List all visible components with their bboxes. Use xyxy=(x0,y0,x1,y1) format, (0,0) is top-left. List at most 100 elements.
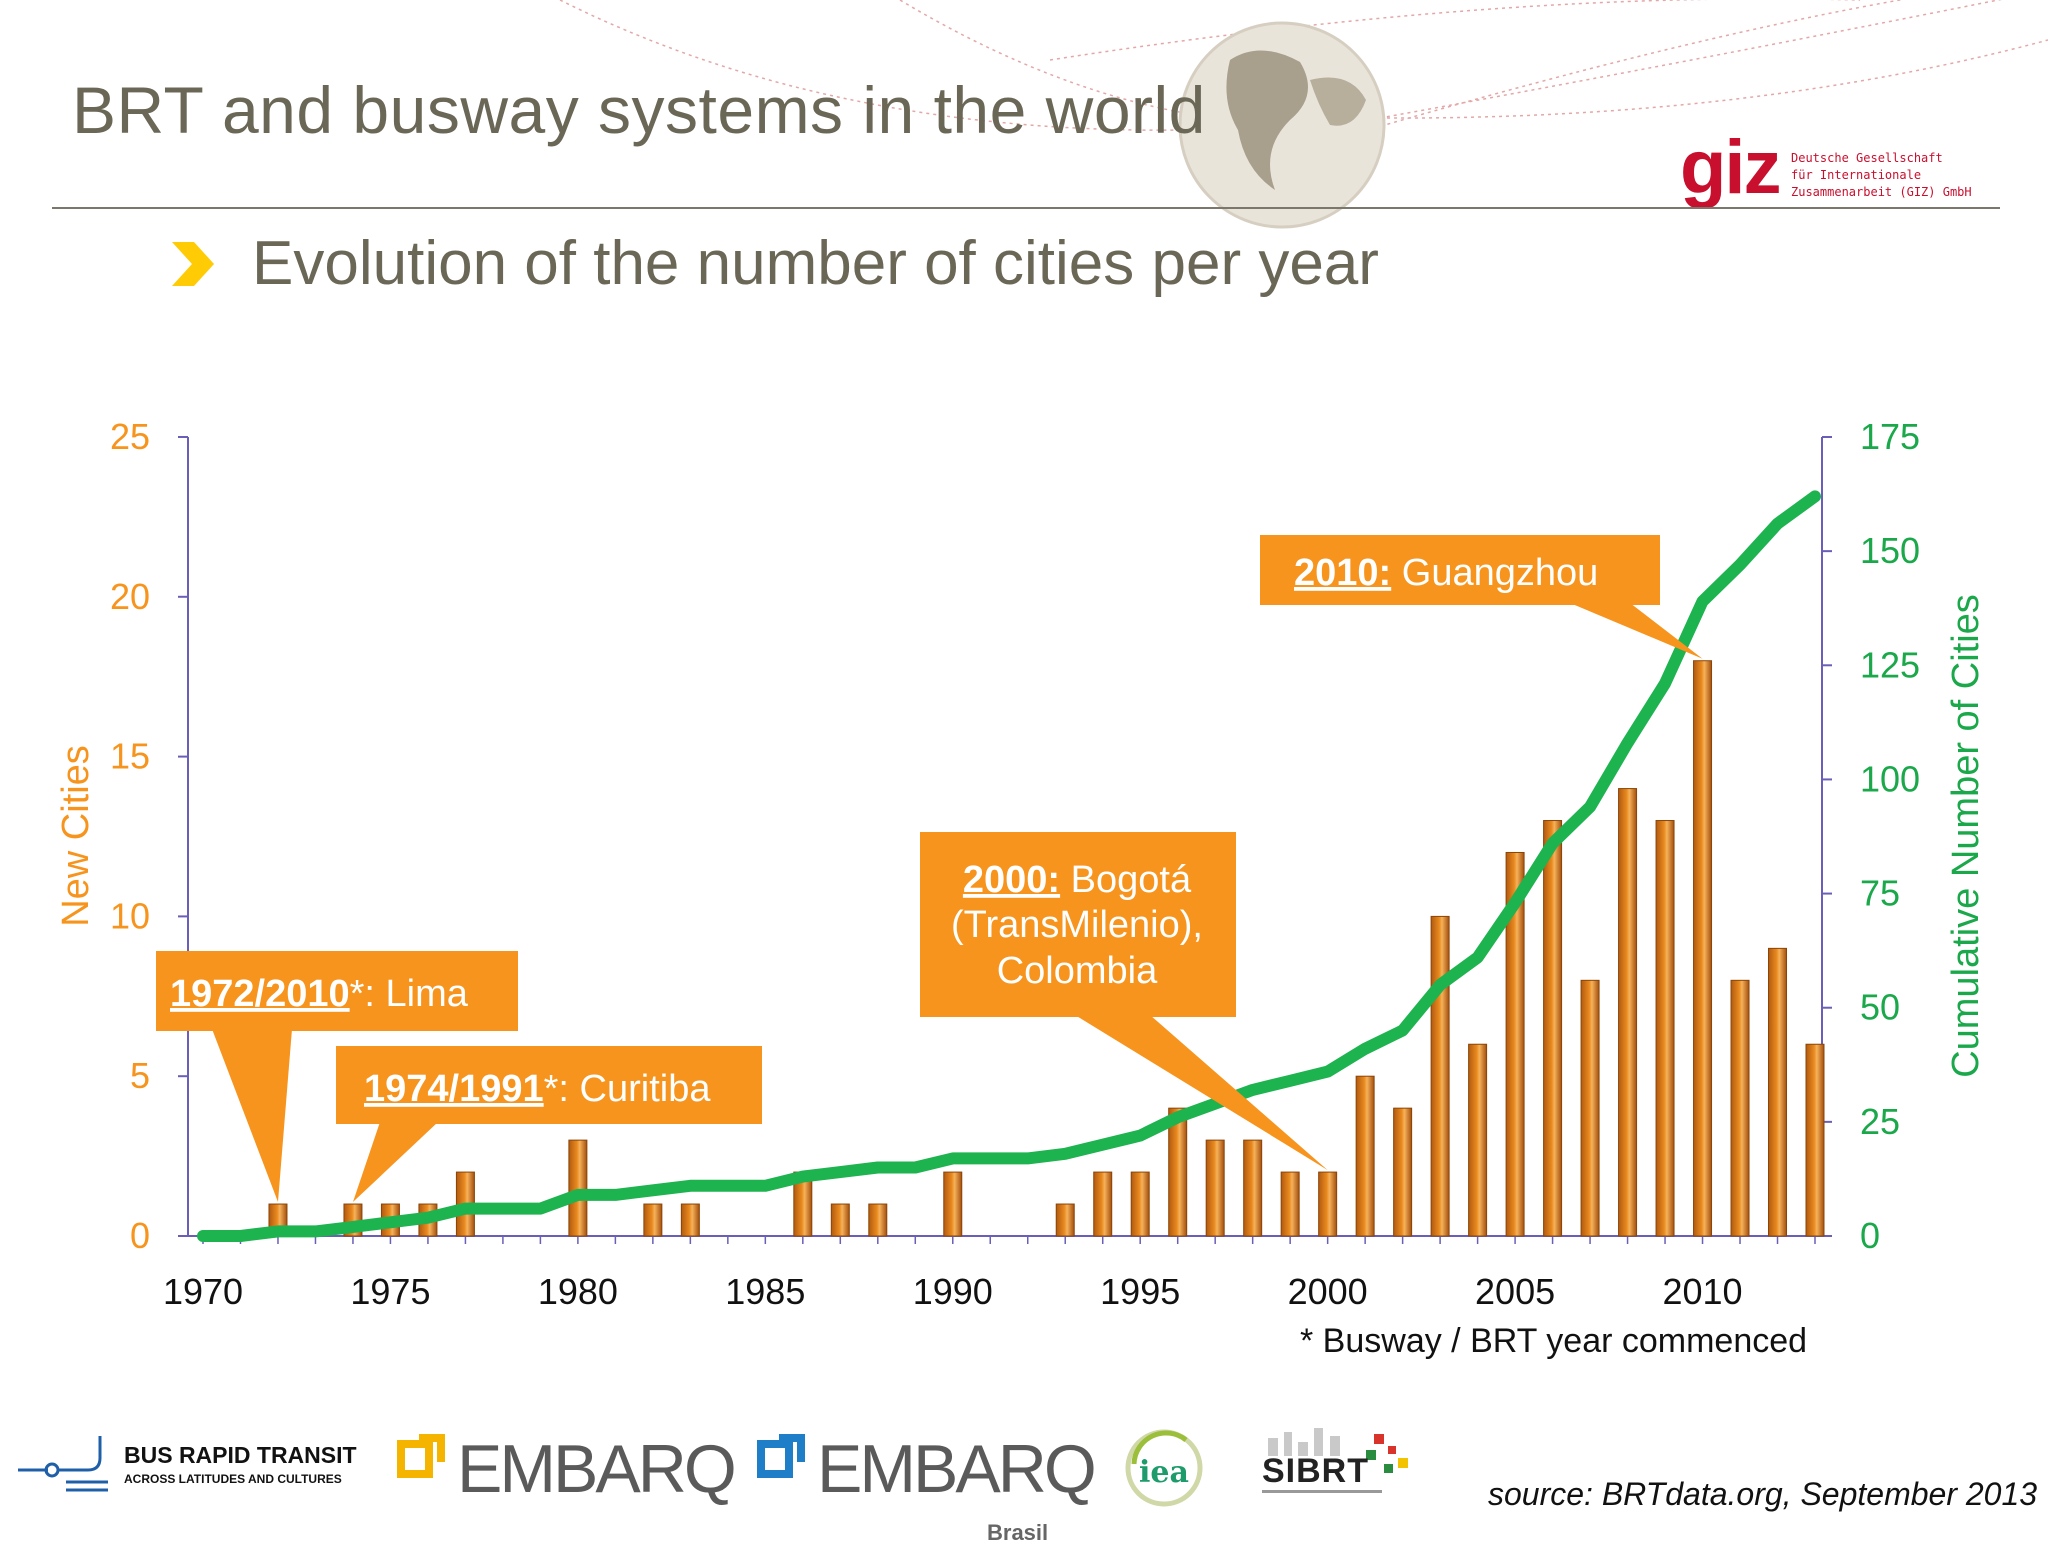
sibrt-logo: SIBRT xyxy=(1254,1424,1424,1509)
brt-logo-tagline: ACROSS LATITUDES AND CULTURES xyxy=(124,1472,342,1486)
bar-new-cities xyxy=(1205,1139,1225,1237)
slide-subtitle: Evolution of the number of cities per ye… xyxy=(252,229,1379,298)
bar-new-cities xyxy=(1543,820,1563,1237)
bar-new-cities xyxy=(1055,1203,1075,1237)
bar-new-cities xyxy=(568,1139,588,1237)
source-credit: source: BRTdata.org, September 2013 xyxy=(1488,1476,2038,1512)
embarq-mark-icon xyxy=(757,1434,805,1478)
callout-pointer xyxy=(212,1029,292,1203)
bus-route-icon xyxy=(18,1436,108,1492)
left-axis-tick-label: 20 xyxy=(110,576,150,617)
bar-new-cities xyxy=(1130,1171,1150,1237)
left-axis-tick-label: 5 xyxy=(130,1055,150,1096)
embarq-mark-icon xyxy=(397,1434,445,1478)
x-axis-tick-label: 1990 xyxy=(913,1271,993,1312)
sibrt-skyline-icon xyxy=(1262,1428,1408,1493)
embarq-wordmark: EMBARQ xyxy=(457,1431,737,1507)
bar-new-cities xyxy=(830,1203,850,1237)
embarq-brasil-wordmark: EMBARQ xyxy=(817,1431,1097,1507)
callout-text: (TransMilenio), xyxy=(951,904,1203,946)
flight-arc xyxy=(899,0,1381,125)
brt-alc-logo: BUS RAPID TRANSIT ACROSS LATITUDES AND C… xyxy=(18,1430,357,1505)
callout-city: *: Curitiba xyxy=(544,1068,712,1110)
footnote: * Busway / BRT year commenced xyxy=(1300,1322,1808,1360)
left-axis-tick-label: 0 xyxy=(130,1215,150,1256)
sibrt-wordmark: SIBRT xyxy=(1262,1452,1369,1490)
callout-pointer xyxy=(1570,603,1703,659)
callout-year: 2000: xyxy=(963,859,1060,901)
embarq-brasil-country: Brasil xyxy=(987,1520,1049,1545)
callout-city: Guangzhou xyxy=(1391,552,1598,594)
x-axis-tick-label: 1975 xyxy=(350,1271,430,1312)
bar-new-cities xyxy=(643,1203,663,1237)
right-axis-tick-label: 50 xyxy=(1860,987,1900,1028)
bar-new-cities xyxy=(1355,1075,1375,1237)
x-axis-tick-label: 1985 xyxy=(725,1271,805,1312)
cumulative-line xyxy=(197,490,1821,1242)
bar-new-cities xyxy=(943,1171,963,1237)
embarq-logo: EMBARQ xyxy=(395,1424,737,1507)
callout-box xyxy=(336,1046,762,1124)
callout-year: 2010: xyxy=(1294,552,1391,594)
right-axis-title: Cumulative Number of Cities xyxy=(1945,594,1987,1078)
x-axis-tick-label: 2000 xyxy=(1288,1271,1368,1312)
callout-pointer xyxy=(352,1122,438,1203)
bar-new-cities xyxy=(1280,1171,1300,1237)
left-axis-title: New Cities xyxy=(55,745,97,927)
callout-box xyxy=(920,832,1236,1017)
flight-arc xyxy=(1299,0,1905,151)
bar-new-cities xyxy=(1730,979,1750,1237)
left-axis-tick-label: 15 xyxy=(110,736,150,777)
x-axis-tick-label: 2010 xyxy=(1662,1271,1742,1312)
right-axis-tick-label: 175 xyxy=(1860,416,1920,457)
giz-wordmark: giz xyxy=(1680,125,1782,210)
iea-wordmark: iea xyxy=(1139,1455,1189,1490)
flight-arc xyxy=(1379,39,2048,119)
chevron-right-icon xyxy=(172,242,214,286)
callout-year: 1974/1991 xyxy=(364,1068,544,1110)
callout-text: 2010: Guangzhou xyxy=(1294,552,1598,594)
embarq-brasil-logo: EMBARQ Brasil xyxy=(755,1424,1097,1545)
callout-city: *: Lima xyxy=(350,973,469,1015)
bar-new-cities xyxy=(1393,1107,1413,1237)
globe-icon xyxy=(1178,21,1386,229)
flight-arc xyxy=(1379,0,2002,119)
callout-pointer xyxy=(1075,1015,1328,1171)
right-axis-tick-label: 125 xyxy=(1860,644,1920,685)
page-title: BRT and busway systems in the world xyxy=(72,73,1206,147)
callout-box xyxy=(1260,535,1660,605)
right-axis-tick-label: 0 xyxy=(1860,1215,1880,1256)
brt-logo-name: BUS RAPID TRANSIT xyxy=(124,1442,357,1468)
bar-new-cities xyxy=(1693,660,1713,1237)
bar-new-cities xyxy=(1093,1171,1113,1237)
bar-new-cities xyxy=(1505,851,1525,1237)
right-axis-tick-label: 75 xyxy=(1860,873,1900,914)
bar-new-cities xyxy=(1805,1043,1825,1237)
callout-year: 1972/2010 xyxy=(170,973,350,1015)
bar-new-cities xyxy=(1655,820,1675,1237)
bar-new-cities xyxy=(1243,1139,1263,1237)
bar-new-cities xyxy=(1168,1107,1188,1237)
bar-new-cities xyxy=(1768,947,1788,1237)
callout-text: Colombia xyxy=(997,950,1158,992)
callout-box xyxy=(156,951,518,1031)
bar-new-cities xyxy=(1468,1043,1488,1237)
callout-text: 2000: Bogotá xyxy=(963,859,1192,901)
x-axis-tick-label: 2005 xyxy=(1475,1271,1555,1312)
callout-text: 1972/2010*: Lima xyxy=(170,973,469,1015)
iea-logo: iea xyxy=(1122,1424,1206,1513)
bar-new-cities xyxy=(868,1203,888,1237)
bar-new-cities xyxy=(1318,1171,1338,1237)
bar-new-cities xyxy=(1618,788,1638,1237)
callout-city: Bogotá xyxy=(1060,859,1192,901)
right-axis-tick-label: 25 xyxy=(1860,1101,1900,1142)
bar-new-cities xyxy=(1580,979,1600,1237)
flight-arc xyxy=(1049,0,1860,61)
left-axis-tick-label: 25 xyxy=(110,416,150,457)
callout-text: 1974/1991*: Curitiba xyxy=(364,1068,711,1110)
x-axis-tick-label: 1970 xyxy=(163,1271,243,1312)
flight-arc xyxy=(559,0,1381,131)
iea-circle-icon: iea xyxy=(1125,1429,1203,1507)
